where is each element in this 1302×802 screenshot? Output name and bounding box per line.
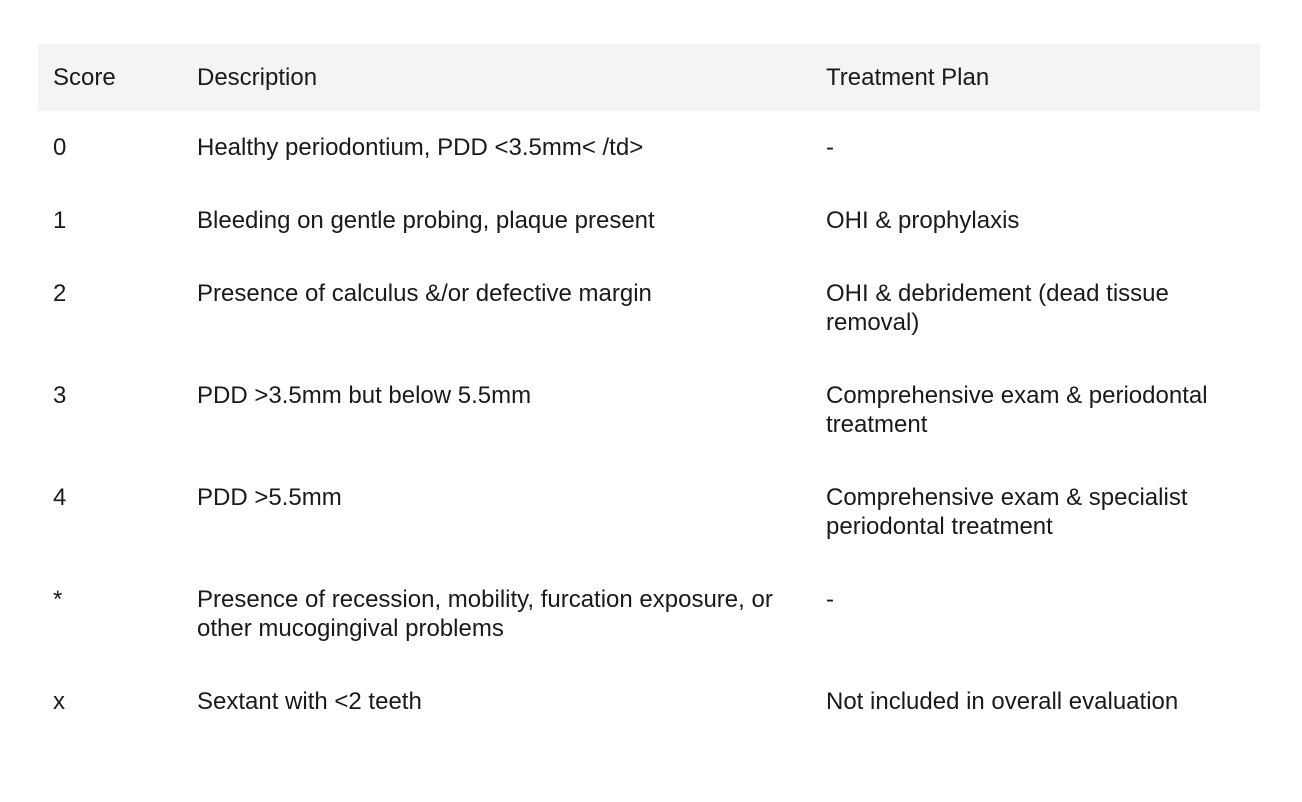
cell-treatment: OHI & prophylaxis [826, 207, 1020, 234]
table-header-row: Score Description Treatment Plan [38, 44, 1260, 111]
table-row: 4 PDD >5.5mm Comprehensive exam & specia… [38, 461, 1260, 563]
table-row: 2 Presence of calculus &/or defective ma… [38, 257, 1260, 359]
bpe-score-table: Score Description Treatment Plan 0 Healt… [38, 44, 1260, 767]
header-treatment-plan: Treatment Plan [826, 64, 990, 91]
cell-score: 2 [53, 280, 67, 307]
cell-description: Presence of calculus &/or defective marg… [197, 280, 652, 307]
table-row: 0 Healthy periodontium, PDD <3.5mm< /td>… [38, 111, 1260, 184]
cell-score: 3 [53, 382, 67, 409]
table-row: 3 PDD >3.5mm but below 5.5mm Comprehensi… [38, 359, 1260, 461]
cell-description: PDD >3.5mm but below 5.5mm [197, 382, 532, 409]
cell-treatment: OHI & debridement (dead tissue removal) [826, 280, 1169, 336]
header-score: Score [53, 64, 116, 91]
cell-score: x [53, 688, 65, 715]
cell-score: * [53, 586, 63, 613]
table-header: Score Description Treatment Plan [38, 44, 1260, 111]
cell-score: 1 [53, 207, 67, 234]
bpe-score-table-container: Score Description Treatment Plan 0 Healt… [38, 44, 1260, 767]
cell-treatment: Comprehensive exam & specialist periodon… [826, 484, 1188, 540]
cell-description: Bleeding on gentle probing, plaque prese… [197, 207, 655, 234]
cell-description: PDD >5.5mm [197, 484, 342, 511]
header-description: Description [197, 64, 318, 91]
table-body: 0 Healthy periodontium, PDD <3.5mm< /td>… [38, 111, 1260, 767]
cell-treatment: Comprehensive exam & periodontal treatme… [826, 382, 1208, 438]
cell-treatment: - [826, 134, 834, 161]
table-row: 1 Bleeding on gentle probing, plaque pre… [38, 184, 1260, 257]
cell-description: Sextant with <2 teeth [197, 688, 422, 715]
cell-description: Presence of recession, mobility, furcati… [197, 586, 773, 642]
cell-score: 0 [53, 134, 67, 161]
cell-score: 4 [53, 484, 67, 511]
table-row: * Presence of recession, mobility, furca… [38, 563, 1260, 665]
table-row: x Sextant with <2 teeth Not included in … [38, 665, 1260, 767]
cell-treatment: Not included in overall evaluation [826, 688, 1179, 715]
cell-description: Healthy periodontium, PDD <3.5mm< /td> [197, 134, 644, 161]
cell-treatment: - [826, 586, 834, 613]
